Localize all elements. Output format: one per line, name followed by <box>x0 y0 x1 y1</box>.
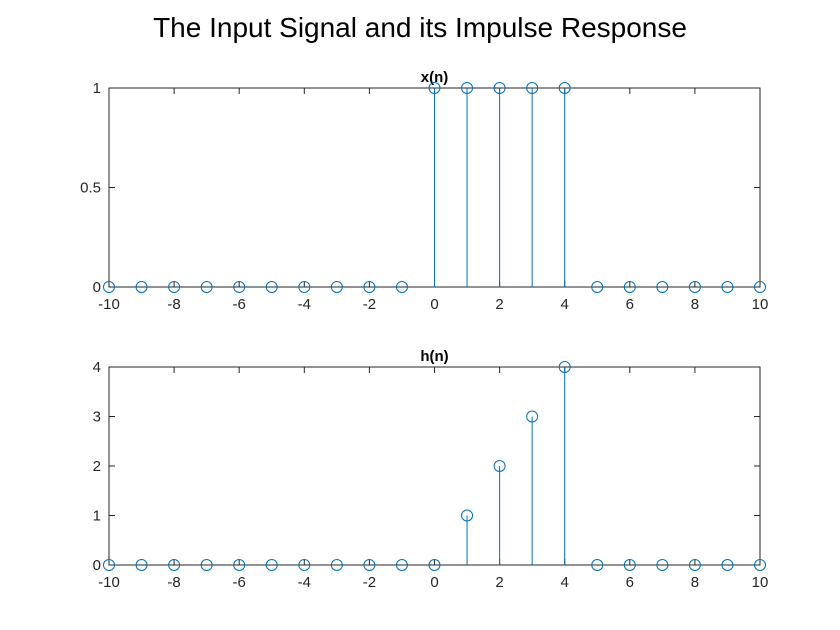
plot2-ytick-label: 0 <box>93 557 101 574</box>
plot2-ytick-label: 1 <box>93 508 101 525</box>
plot2-ytick-label: 3 <box>93 409 101 426</box>
plot1-ytick-label: 0.5 <box>80 180 101 197</box>
plot2-data-point <box>265 559 278 571</box>
plot1-xtick-label: 10 <box>752 296 769 313</box>
plot2-data-point <box>656 559 669 571</box>
plot1-data-point <box>135 281 148 293</box>
plot1-title: x(n) <box>421 69 449 86</box>
plot1-data-point <box>656 281 669 293</box>
plot1-data-point <box>168 281 181 293</box>
plot1-xtick-label: -8 <box>167 296 180 313</box>
plot2-data-point <box>721 559 734 571</box>
plot1-xtick-label: -4 <box>298 296 311 313</box>
plot2-xtick-label: 8 <box>691 574 699 591</box>
plot2-data-point <box>558 361 571 373</box>
plot1-data-point <box>493 82 506 94</box>
plot2-data-point <box>461 509 474 522</box>
plot1-xtick-label: 2 <box>495 296 503 313</box>
plot2-xtick-label: 10 <box>752 574 769 591</box>
plot2-xtick-label: -6 <box>233 574 246 591</box>
plot2-data-point <box>591 559 604 571</box>
plot2-xtick-label: -8 <box>167 574 180 591</box>
plot1-xtick-label: 4 <box>561 296 569 313</box>
plot2-xtick-label: -2 <box>363 574 376 591</box>
plot1-data-point <box>428 82 441 94</box>
plot2-xtick-label: 6 <box>626 574 634 591</box>
plot2-data-point <box>395 559 408 571</box>
plot2-data-point <box>233 559 246 571</box>
plot1-xtick-label: 0 <box>430 296 438 313</box>
plot2-data-point <box>754 559 766 571</box>
plot1-xtick-label: 6 <box>626 296 634 313</box>
plot2-xtick-label: -10 <box>98 574 120 591</box>
plot1-data-point <box>363 281 376 293</box>
plot1-data-point <box>330 281 343 293</box>
plot1-xtick-label: 8 <box>691 296 699 313</box>
plot1-data-point <box>754 281 766 293</box>
plot2-xtick-label: 4 <box>561 574 569 591</box>
plot1-xtick-label: -2 <box>363 296 376 313</box>
plot2-data-point <box>428 559 441 571</box>
plot1-data-point <box>265 281 278 293</box>
plot1-data-point <box>558 82 571 94</box>
plot2-xtick-label: 0 <box>430 574 438 591</box>
plot1-xtick-label: -10 <box>98 296 120 313</box>
plot1-data-point <box>103 281 115 293</box>
plot1-ytick-label: 0 <box>93 279 101 296</box>
plot2-data-point <box>363 559 376 571</box>
plot1-data-point <box>688 281 701 293</box>
plot2-data-point <box>135 559 148 571</box>
plot2-data-point <box>298 559 311 571</box>
plot2-data-point <box>526 410 539 423</box>
plot2-data-point <box>330 559 343 571</box>
plot2-data-point <box>493 460 506 472</box>
plot1-ytick-label: 1 <box>93 80 101 97</box>
plot1-data-point <box>395 281 408 293</box>
plot1-data-point <box>200 281 213 293</box>
plot1-data-point <box>721 281 734 293</box>
plot2-data-point <box>200 559 213 571</box>
plot1-data-point <box>591 281 604 293</box>
figure-title: The Input Signal and its Impulse Respons… <box>153 12 687 43</box>
plot2-xtick-label: -4 <box>298 574 311 591</box>
plot2-data-point <box>688 559 701 571</box>
plot2-data-point <box>623 559 636 571</box>
plot2-ytick-label: 2 <box>93 458 101 475</box>
plot1-data-point <box>233 281 246 293</box>
plot2-data-point <box>168 559 181 571</box>
plot1-data-point <box>526 82 539 94</box>
plot1-data-point <box>623 281 636 293</box>
plot2-xtick-label: 2 <box>495 574 503 591</box>
plot1-data-point <box>298 281 311 293</box>
plot2-title: h(n) <box>420 348 448 365</box>
plot1-data-point <box>461 82 474 94</box>
plot2-data-point <box>103 559 115 571</box>
plot2-axes-box <box>108 366 761 566</box>
plot1-xtick-label: -6 <box>233 296 246 313</box>
plot2-ytick-label: 4 <box>93 359 101 376</box>
